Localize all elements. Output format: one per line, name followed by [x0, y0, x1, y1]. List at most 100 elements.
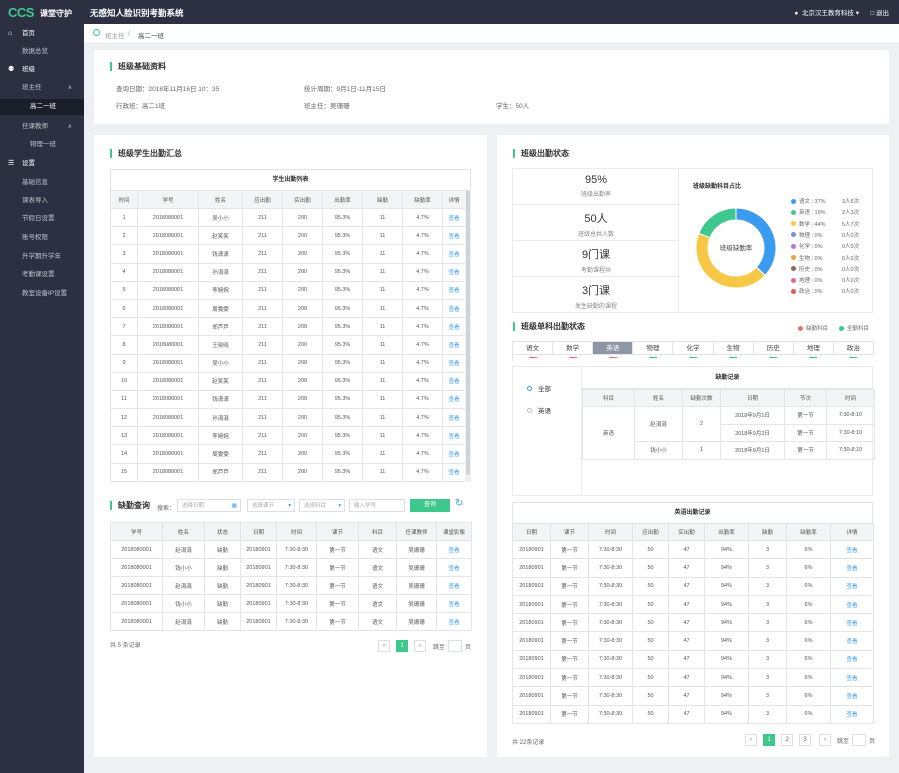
- view-link[interactable]: 查看: [442, 262, 466, 282]
- table-cell: 2018080001: [137, 226, 199, 246]
- view-link[interactable]: 查看: [442, 371, 466, 391]
- view-link[interactable]: 查看: [442, 207, 466, 228]
- view-link[interactable]: 查看: [436, 540, 472, 559]
- sidebar-item[interactable]: ☰ 设置: [0, 156, 84, 172]
- subject-tab[interactable]: 地理: [793, 341, 834, 358]
- view-link[interactable]: 查看: [442, 335, 466, 355]
- lesson-select[interactable]: 选择课节 ▾: [247, 499, 295, 512]
- subject-tab[interactable]: 化学: [673, 341, 714, 358]
- prev-page-button[interactable]: ‹: [378, 640, 390, 652]
- view-link[interactable]: 查看: [442, 280, 466, 300]
- table-cell: 7: [110, 317, 138, 337]
- filter-english[interactable]: 英语: [527, 405, 551, 415]
- sidebar-item[interactable]: 考勤课设置: [0, 267, 84, 283]
- view-link[interactable]: 查看: [442, 426, 466, 446]
- sidebar-item[interactable]: 高二一班: [0, 99, 84, 115]
- subject-tab[interactable]: 语文: [513, 341, 554, 358]
- user-menu[interactable]: ● 北京汉王教育科技 ▾: [794, 7, 859, 17]
- record-title: 缺勤记录: [582, 367, 873, 389]
- view-link[interactable]: 查看: [442, 462, 466, 482]
- subject-tab[interactable]: 历史: [753, 341, 794, 358]
- sidebar-item[interactable]: 账号权限: [0, 230, 84, 246]
- table-cell: 7:30-8:30: [276, 540, 317, 559]
- subject-tab-label: 历史: [766, 345, 780, 352]
- sidebar-item[interactable]: 班主任 ∧: [0, 80, 84, 96]
- sidebar-item[interactable]: ⌂ 首页: [0, 26, 84, 42]
- student-id-input[interactable]: 输入学号: [349, 499, 405, 512]
- prev-page-button[interactable]: ‹: [745, 734, 757, 746]
- view-link[interactable]: 查看: [830, 686, 874, 706]
- table-cell: 2018080001: [110, 594, 163, 613]
- basic-info-title: 班级基础资料: [110, 62, 166, 71]
- sidebar-item[interactable]: 物理一班: [0, 137, 84, 153]
- legend-name: 语文: [799, 199, 811, 205]
- view-link[interactable]: 查看: [442, 298, 466, 319]
- goto-page-input[interactable]: [448, 640, 462, 652]
- sidebar-item[interactable]: 任课教师 ∧: [0, 119, 84, 135]
- view-link[interactable]: 查看: [830, 576, 874, 596]
- table-row: 6 2018080001 周雯雯 211 200 95.3% 11 4.7% 查看: [110, 298, 466, 319]
- scrollbar-thumb[interactable]: [466, 190, 470, 475]
- legend-name: 物理: [799, 232, 811, 239]
- subject-tab[interactable]: 生物: [713, 341, 754, 358]
- view-link[interactable]: 查看: [436, 612, 472, 631]
- logout-button[interactable]: □ 退出: [870, 7, 889, 17]
- query-button[interactable]: 查询: [410, 499, 450, 512]
- view-link[interactable]: 查看: [442, 317, 466, 337]
- view-link[interactable]: 查看: [436, 558, 472, 577]
- view-link[interactable]: 查看: [830, 594, 874, 615]
- page-3[interactable]: 3: [799, 734, 811, 746]
- table-cell: 50: [632, 668, 669, 688]
- view-link[interactable]: 查看: [830, 558, 874, 578]
- home-icon: ⌂: [8, 30, 13, 37]
- date-select[interactable]: 选择日期 ▦: [177, 499, 241, 512]
- goto-page-input[interactable]: [852, 734, 866, 746]
- filter-all[interactable]: 全部: [527, 383, 551, 393]
- next-page-button[interactable]: ›: [819, 734, 831, 746]
- table-scrollbar[interactable]: [465, 190, 471, 482]
- subject-tab[interactable]: 英语: [593, 341, 634, 358]
- sidebar-item[interactable]: 升学期升学年: [0, 249, 84, 265]
- subject-select[interactable]: 选择科目 ▾: [299, 499, 345, 512]
- view-link[interactable]: 查看: [442, 244, 466, 264]
- sidebar-item[interactable]: ⚉ 班级: [0, 62, 84, 78]
- view-link[interactable]: 查看: [442, 226, 466, 246]
- sidebar-item[interactable]: 节假日设置: [0, 211, 84, 227]
- view-link[interactable]: 查看: [830, 631, 874, 651]
- subject-tab[interactable]: 政治: [833, 341, 874, 358]
- refresh-icon[interactable]: ↻: [455, 498, 464, 509]
- view-link[interactable]: 查看: [830, 539, 874, 560]
- table-cell: 4.7%: [402, 226, 443, 246]
- query-date: 查询日期：2018年11月16日 10：35: [116, 86, 220, 93]
- table-cell: 50: [632, 558, 669, 578]
- view-link[interactable]: 查看: [830, 668, 874, 688]
- breadcrumb-root[interactable]: 班主任: [105, 33, 125, 40]
- view-link[interactable]: 查看: [436, 594, 472, 613]
- subject-tab[interactable]: 数学: [553, 341, 594, 358]
- view-link[interactable]: 查看: [442, 408, 466, 428]
- sidebar-item[interactable]: 基础信息: [0, 175, 84, 191]
- table-cell: 94%: [704, 576, 749, 596]
- table-cell: 郑芦芦: [198, 317, 243, 337]
- view-link[interactable]: 查看: [436, 576, 472, 595]
- view-link[interactable]: 查看: [442, 444, 466, 464]
- view-link[interactable]: 查看: [442, 353, 466, 373]
- view-link[interactable]: 查看: [830, 613, 874, 633]
- table-row: 20180901 第一节 7:30-8:30 50 47 94% 3 6% 查看: [512, 558, 874, 578]
- table-cell: 吴珊珊: [396, 558, 437, 577]
- view-link[interactable]: 查看: [830, 704, 874, 724]
- column-header: 科目: [358, 522, 397, 541]
- view-link[interactable]: 查看: [830, 649, 874, 670]
- view-link[interactable]: 查看: [442, 389, 466, 410]
- sidebar-item[interactable]: 教室设备IP设置: [0, 286, 84, 302]
- table-cell: 第一节: [316, 576, 359, 595]
- legend-item: 政治 | 0% 0人0次: [791, 287, 873, 295]
- sidebar-item[interactable]: 数据总览: [0, 44, 84, 60]
- page-1[interactable]: 1: [396, 640, 408, 652]
- next-page-button[interactable]: ›: [414, 640, 426, 652]
- subject-tab[interactable]: 物理: [633, 341, 674, 358]
- table-cell: 2018080001: [137, 389, 199, 410]
- page-1[interactable]: 1: [763, 734, 775, 746]
- sidebar-item[interactable]: 课表导入: [0, 193, 84, 209]
- page-2[interactable]: 2: [781, 734, 793, 746]
